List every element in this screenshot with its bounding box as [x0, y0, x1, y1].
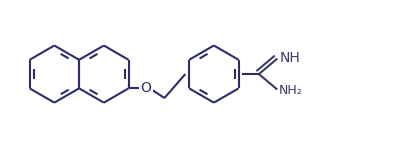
Text: O: O	[140, 81, 151, 95]
Text: NH: NH	[279, 51, 299, 65]
Text: NH₂: NH₂	[279, 84, 302, 97]
